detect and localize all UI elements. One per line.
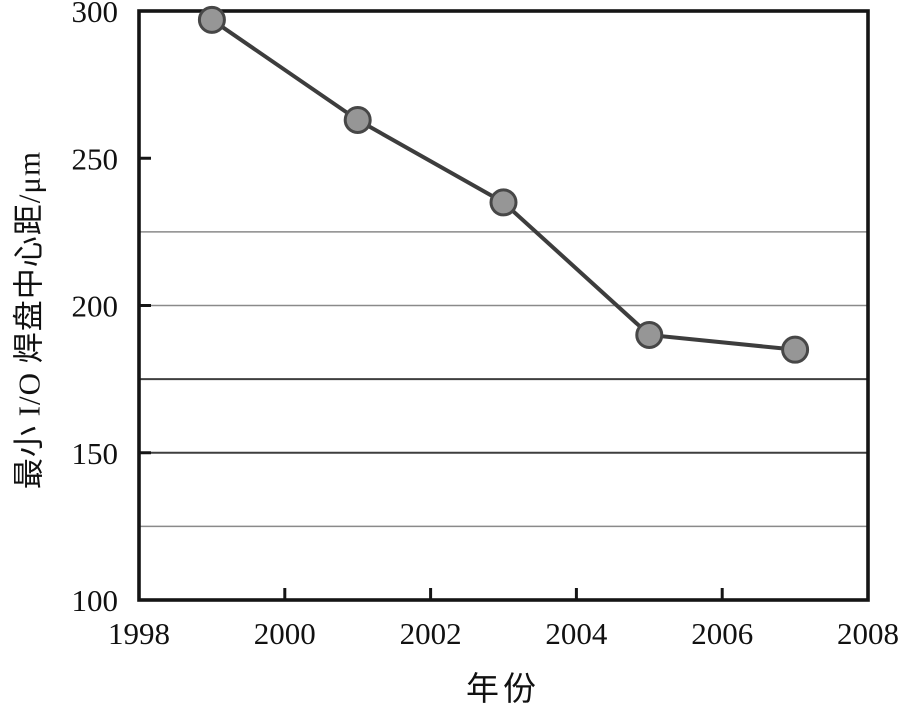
x-tick-label: 1998 — [108, 616, 170, 651]
y-tick-label: 300 — [72, 0, 119, 29]
data-point-marker — [635, 320, 664, 349]
y-tick-label: 200 — [72, 289, 119, 324]
data-point-marker — [197, 5, 226, 34]
y-tick-label: 150 — [72, 436, 119, 471]
series-line — [210, 18, 796, 352]
x-axis-title: 年份 — [466, 672, 540, 708]
y-axis-title: 最小 I/O 焊盘中心距/μm — [11, 150, 47, 490]
x-tick-label: 2002 — [400, 616, 462, 651]
data-point-marker — [781, 335, 810, 364]
x-tick-label: 2006 — [691, 616, 753, 651]
y-tick-label: 250 — [72, 141, 119, 176]
x-tick-label: 2000 — [254, 616, 316, 651]
y-tick-label: 100 — [72, 583, 119, 618]
data-point-marker — [489, 188, 518, 217]
x-tick-label: 2008 — [837, 616, 899, 651]
data-point-marker — [343, 105, 372, 134]
x-tick-label: 2004 — [545, 616, 608, 651]
